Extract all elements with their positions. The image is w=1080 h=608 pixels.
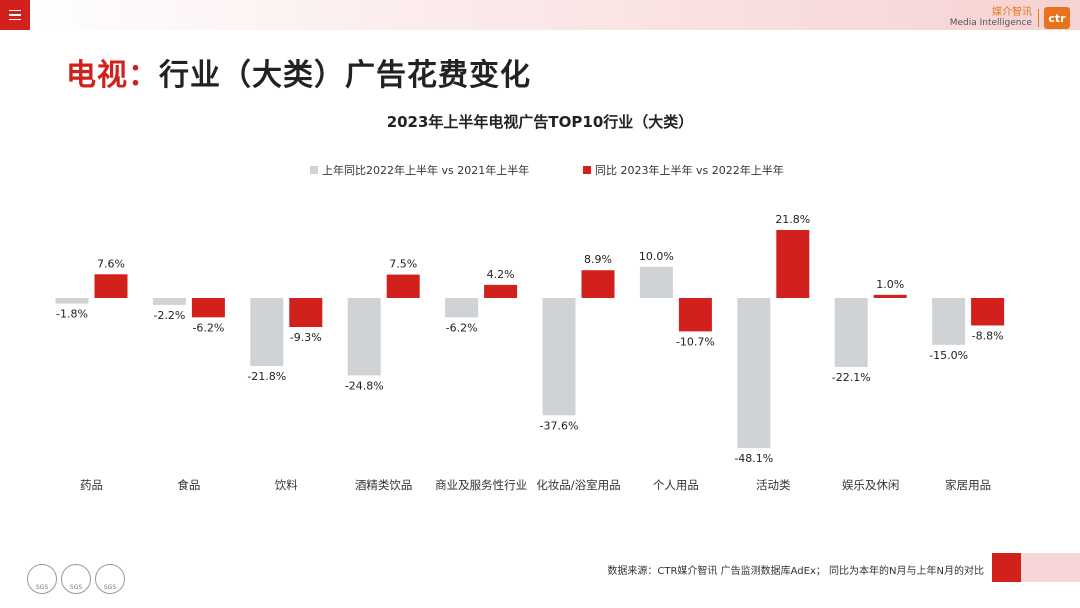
category-label: 家居用品	[945, 478, 991, 492]
category-label: 商业及服务性行业	[435, 478, 527, 492]
menu-icon[interactable]	[0, 0, 30, 30]
bar-2023	[386, 274, 420, 298]
bar-2022	[542, 298, 576, 416]
data-label: -8.8%	[972, 329, 1004, 342]
category-label: 饮料	[275, 478, 298, 492]
bar-2023	[94, 274, 128, 298]
data-label: 7.6%	[97, 257, 125, 270]
category-label: 活动类	[756, 478, 791, 492]
chart-title: 2023年上半年电视广告TOP10行业（大类）	[386, 113, 694, 131]
data-label: 1.0%	[876, 278, 904, 291]
data-label: -21.8%	[247, 370, 286, 383]
data-source-note: 数据来源：CTR媒介智讯 广告监测数据库AdEx； 同比为本年的N月与上年N月的…	[607, 566, 984, 577]
bar-2022	[834, 298, 868, 367]
bar-2023	[191, 298, 225, 318]
sgs-badge-icon: SGS	[27, 564, 57, 594]
bar-2023	[971, 298, 1005, 326]
brand-name-en: Media Intelligence	[949, 18, 1032, 28]
data-label: -10.7%	[676, 335, 715, 348]
ctr-logo-icon: ctr	[1044, 7, 1070, 29]
legend-item-2023: 同比 2023年上半年 vs 2022年上半年	[583, 162, 784, 178]
page-title: 电视：行业（大类）广告花费变化	[66, 50, 531, 94]
page-title-rest: 行业（大类）广告花费变化	[159, 58, 531, 93]
legend-label-2022: 上年同比2022年上半年 vs 2021年上半年	[322, 164, 530, 177]
category-label: 药品	[80, 478, 103, 492]
data-label: -9.3%	[290, 331, 322, 344]
bar-2023	[484, 284, 518, 298]
bar-2022	[347, 298, 381, 376]
category-label: 个人用品	[653, 478, 699, 492]
legend-item-2022: 上年同比2022年上半年 vs 2021年上半年	[310, 162, 529, 178]
data-label: -24.8%	[345, 379, 384, 392]
bar-2022	[932, 298, 966, 345]
data-label: 7.5%	[389, 258, 417, 271]
legend-swatch-red	[583, 166, 591, 174]
data-label: -2.2%	[153, 309, 185, 322]
data-label: -48.1%	[734, 452, 773, 465]
data-label: -15.0%	[929, 349, 968, 362]
bar-2022	[445, 298, 479, 318]
bar-2022	[55, 298, 89, 304]
bar-2023	[581, 270, 615, 298]
footer-pink-block	[1021, 553, 1080, 582]
bar-2023	[873, 294, 907, 298]
brand-divider	[1038, 9, 1039, 27]
brand-name-cn: 媒介智讯	[992, 7, 1032, 18]
certification-badges: SGS SGS SGS	[27, 564, 125, 594]
data-label: 4.2%	[487, 268, 515, 281]
sgs-badge-icon: SGS	[61, 564, 91, 594]
legend-label-2023: 同比 2023年上半年 vs 2022年上半年	[595, 164, 784, 177]
top-bar	[0, 0, 1080, 30]
category-label: 酒精类饮品	[355, 478, 413, 492]
category-label: 食品	[177, 478, 200, 492]
brand: 媒介智讯 Media Intelligence ctr	[950, 5, 1070, 31]
data-label: -6.2%	[192, 321, 224, 334]
category-label: 化妆品/浴室用品	[536, 478, 620, 492]
bar-2023	[678, 298, 712, 332]
data-label: 8.9%	[584, 253, 612, 266]
data-label: 10.0%	[639, 250, 674, 263]
footer-red-block	[992, 553, 1021, 582]
bar-2022	[639, 266, 673, 298]
bar-2023	[776, 229, 810, 298]
bar-2022	[250, 298, 284, 367]
legend-swatch-grey	[310, 166, 318, 174]
page-title-highlight: 电视：	[66, 58, 159, 93]
data-label: -22.1%	[832, 371, 871, 384]
data-label: -37.6%	[540, 419, 579, 432]
category-label: 娱乐及休闲	[842, 478, 900, 492]
data-label: 21.8%	[775, 213, 810, 226]
sgs-badge-icon: SGS	[95, 564, 125, 594]
bar-2022	[152, 298, 186, 305]
data-label: -6.2%	[446, 321, 478, 334]
data-label: -1.8%	[56, 308, 88, 321]
bar-2022	[737, 298, 771, 449]
bar-2023	[289, 298, 323, 328]
